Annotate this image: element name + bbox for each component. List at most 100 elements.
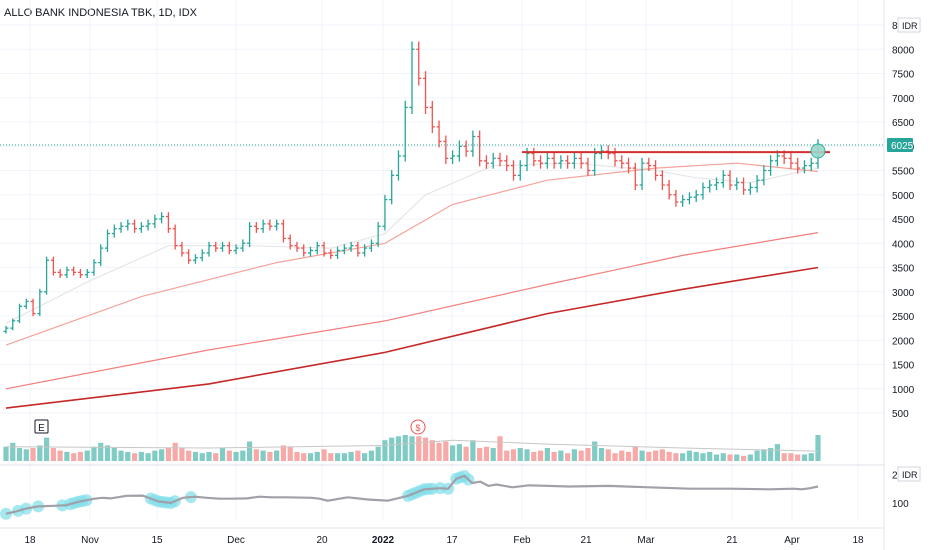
volume-bar: [815, 435, 821, 461]
current-price-marker[interactable]: [810, 143, 826, 159]
volume-bar: [734, 454, 740, 461]
time-tick-label: Feb: [513, 535, 531, 546]
volume-bar: [77, 451, 84, 461]
grid-lines: [0, 0, 885, 550]
volume-bar: [740, 455, 747, 461]
volume-bar: [267, 451, 273, 461]
volume-bar: [240, 450, 246, 461]
volume-bar: [37, 445, 43, 461]
dividend-label: $: [415, 423, 420, 433]
volume-bar: [382, 440, 388, 461]
volume-bar: [57, 450, 63, 461]
ma-20-line: [5, 162, 819, 346]
volume-bar: [219, 448, 226, 461]
price-tick-label: 6500: [892, 118, 915, 129]
volume-bars: [3, 435, 821, 461]
event-markers[interactable]: E $: [34, 419, 426, 435]
volume-bar: [544, 448, 550, 461]
volume-bar: [517, 448, 523, 461]
volume-bar: [700, 453, 706, 461]
volume-bar: [253, 449, 259, 461]
volume-bar: [707, 451, 713, 461]
volume-bar: [375, 446, 381, 461]
volume-bar: [64, 451, 70, 461]
price-tick-label: 2500: [892, 312, 915, 323]
volume-bar: [274, 450, 280, 461]
time-tick-label: Mar: [637, 535, 655, 546]
volume-ma-line: [5, 439, 819, 452]
volume-bar: [497, 436, 503, 461]
price-axis[interactable]: 8500800075007000650060005500500045004000…: [887, 17, 921, 510]
volume-bar: [463, 446, 469, 461]
ma-200-line: [5, 266, 819, 409]
volume-bar: [3, 446, 9, 461]
volume-bar: [159, 449, 165, 461]
volume-bar: [98, 442, 104, 461]
volume-bar: [294, 451, 300, 461]
volume-bar: [131, 453, 138, 461]
volume-bar: [199, 453, 205, 461]
volume-bar: [355, 450, 361, 461]
volume-bar: [165, 448, 171, 461]
volume-bar: [280, 445, 287, 461]
time-tick-label: Apr: [784, 535, 800, 546]
volume-bar: [592, 441, 598, 461]
time-axis[interactable]: 18 Nov 15 Dec 20 2022 17 Feb 21 Mar 21 Apr 18: [24, 535, 864, 546]
volume-bar: [348, 451, 354, 461]
dividend-badge: [410, 419, 426, 435]
volume-bar: [247, 441, 253, 461]
volume-bar: [10, 442, 16, 461]
volume-bar: [795, 454, 801, 461]
volume-bar: [111, 448, 117, 461]
volume-bar: [625, 451, 632, 461]
volume-bar: [653, 450, 659, 461]
volume-bar: [179, 448, 185, 461]
volume-bar: [450, 445, 456, 461]
volume-bar: [16, 448, 23, 461]
volume-bar: [666, 451, 672, 461]
volume-bar: [334, 453, 341, 461]
volume-bar: [260, 450, 266, 461]
volume-bar: [145, 453, 151, 461]
moving-averages: [5, 162, 819, 409]
volume-bar: [565, 453, 571, 461]
volume-bar: [138, 451, 144, 461]
volume-bar: [91, 446, 97, 461]
volume-bar: [598, 448, 605, 461]
volume-bar: [301, 453, 307, 461]
volume-bar: [443, 441, 449, 461]
volume-bar: [206, 451, 212, 461]
volume-bar: [781, 453, 787, 461]
volume-bar: [558, 450, 564, 461]
volume-bar: [409, 436, 415, 461]
volume-bar: [314, 451, 320, 461]
volume-bar: [747, 454, 753, 461]
price-tick-label: 2000: [892, 336, 915, 347]
volume-bar: [287, 446, 293, 461]
volume-bar: [659, 449, 665, 461]
indicator-panel: [0, 469, 819, 520]
volume-bar: [788, 453, 794, 461]
volume-bar: [693, 451, 699, 461]
currency-badge: [897, 17, 921, 33]
price-tick-label: 3500: [892, 264, 915, 275]
volume-bar: [233, 451, 239, 461]
indicator-tick-label: 100: [892, 499, 909, 510]
price-tick-label: 8000: [892, 45, 915, 56]
time-tick-label: 21: [726, 535, 738, 546]
volume-bar: [727, 454, 733, 461]
volume-bar: [44, 437, 50, 461]
price-tick-label: 500: [892, 409, 909, 420]
time-tick-label: 2022: [372, 535, 395, 546]
volume-bar: [422, 437, 429, 461]
volume-bar: [30, 448, 36, 461]
price-tick-label: 5500: [892, 167, 915, 178]
time-tick-label: 20: [316, 535, 328, 546]
volume-bar: [341, 453, 347, 461]
price-tick-label: 1000: [892, 385, 915, 396]
currency-label: IDR: [902, 21, 918, 31]
current-price-value: 6025: [891, 141, 914, 152]
volume-bar: [808, 453, 814, 461]
volume-bar: [619, 450, 625, 461]
